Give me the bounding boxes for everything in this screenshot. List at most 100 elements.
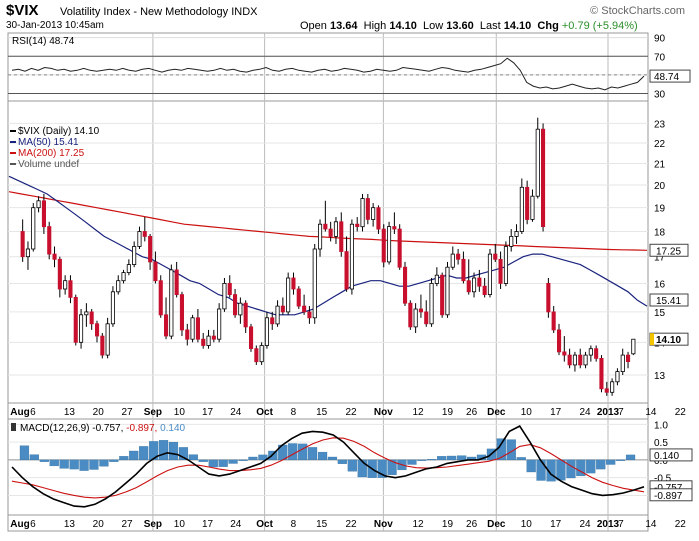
macd-histogram-bar: [506, 439, 516, 461]
candle-down: [604, 388, 609, 393]
candle-up: [450, 253, 455, 268]
ma200-line: [8, 191, 648, 251]
macd-histogram-bar: [447, 455, 457, 461]
candle-down: [302, 305, 307, 313]
candle-down: [557, 329, 562, 353]
macd-histogram-bar: [129, 450, 139, 461]
macd-histogram-bar: [59, 459, 69, 469]
price-legend-entry: $VIX (Daily) 14.10: [18, 126, 100, 137]
macd-signal-line: [11, 437, 645, 499]
candle-up: [137, 231, 142, 247]
candle-down: [418, 308, 423, 313]
candle-down: [339, 221, 344, 252]
candle-down: [195, 317, 201, 340]
candle-up: [36, 200, 41, 209]
candle-up: [238, 302, 243, 316]
security-name: Volatility Index - New Methodology: [60, 6, 229, 18]
candle-down: [232, 294, 238, 316]
macd-histogram-bar: [139, 446, 149, 461]
macd-histogram-bar: [89, 459, 99, 470]
candle-down: [567, 354, 572, 366]
candle-up: [514, 231, 519, 237]
price-date-label: Dec: [487, 407, 506, 418]
price-date-label: 17: [550, 407, 562, 418]
macd-histogram-bar: [556, 459, 566, 481]
price-date-label: 24: [580, 407, 592, 418]
candle-up: [84, 311, 89, 316]
candle-down: [461, 258, 466, 282]
macd-date-label: 17: [550, 519, 562, 530]
candle-up: [572, 354, 577, 366]
price-date-label: 2013: [597, 407, 620, 418]
price-value-tag: [649, 293, 689, 307]
low-value: 13.60: [446, 20, 474, 32]
price-date-label: 15: [316, 407, 328, 418]
macd-histogram-bar: [615, 459, 626, 461]
price-tick-label: 16: [654, 279, 666, 290]
macd-value-tag: [649, 488, 693, 502]
price-value-tag-label: 15.41: [656, 296, 681, 307]
price-date-label: 24: [230, 407, 242, 418]
candle-down: [323, 223, 328, 230]
candle-up: [445, 266, 450, 316]
macd-date-label: Sep: [144, 519, 162, 530]
price-value-tag: [649, 243, 689, 257]
macd-line: [11, 425, 645, 508]
macd-date-label: 2013: [597, 519, 620, 530]
macd-legend-signal: -0.897,: [126, 423, 160, 434]
candle-up: [63, 280, 68, 290]
macd-histogram-bar: [307, 447, 318, 460]
price-date-label: 7: [618, 407, 624, 418]
price-date-label: 8: [291, 407, 297, 418]
candle-down: [408, 302, 413, 328]
candle-up: [471, 277, 477, 293]
candle-down: [153, 261, 158, 282]
rsi-tick-label: 30: [654, 90, 666, 101]
macd-legend-hist: 0.140: [160, 423, 185, 434]
macd-histogram-bar: [357, 459, 367, 478]
macd-histogram-bar: [576, 459, 586, 477]
candle-up: [371, 207, 376, 220]
candle-down: [307, 311, 312, 319]
candle-up: [615, 371, 620, 383]
candle-down: [100, 335, 105, 356]
macd-histogram-bar: [387, 459, 397, 475]
macd-date-label: 22: [345, 519, 357, 530]
price-tick-label: 17: [654, 253, 666, 264]
candle-up: [169, 269, 174, 337]
macd-histogram-bar: [377, 459, 387, 478]
candle-down: [365, 198, 370, 220]
macd-date-label: Nov: [374, 519, 393, 530]
macd-date-label: 26: [466, 519, 478, 530]
candle-down: [174, 269, 179, 295]
candle-down: [57, 258, 62, 290]
candle-down: [482, 285, 487, 296]
price-date-label: 10: [521, 407, 533, 418]
candle-down: [291, 277, 296, 290]
candle-down: [440, 274, 445, 316]
candle-down: [551, 311, 556, 331]
macd-tick-label: -0.5: [654, 474, 672, 485]
candle-up: [79, 314, 84, 343]
candle-up: [631, 338, 636, 355]
candle-up: [530, 195, 535, 220]
macd-date-label: 24: [230, 519, 242, 530]
candle-down: [599, 357, 604, 390]
price-legend-entry: MA(50) 15.41: [18, 137, 79, 148]
macd-date-label: 10: [174, 519, 186, 530]
ma50-line: [8, 175, 648, 316]
candle-down: [47, 226, 52, 255]
price-tag-marker: [650, 333, 654, 346]
macd-histogram-bar: [536, 459, 546, 481]
price-date-label: 14: [645, 407, 657, 418]
macd-histogram-bar: [119, 456, 129, 461]
candle-down: [95, 323, 100, 337]
candle-down: [270, 317, 275, 325]
macd-histogram-bar: [248, 456, 258, 460]
candle-up: [434, 274, 439, 284]
macd-histogram-bar: [526, 459, 536, 473]
candle-down: [52, 253, 57, 260]
candle-up: [610, 381, 615, 393]
candle-up: [116, 280, 121, 293]
candle-down: [68, 280, 73, 298]
